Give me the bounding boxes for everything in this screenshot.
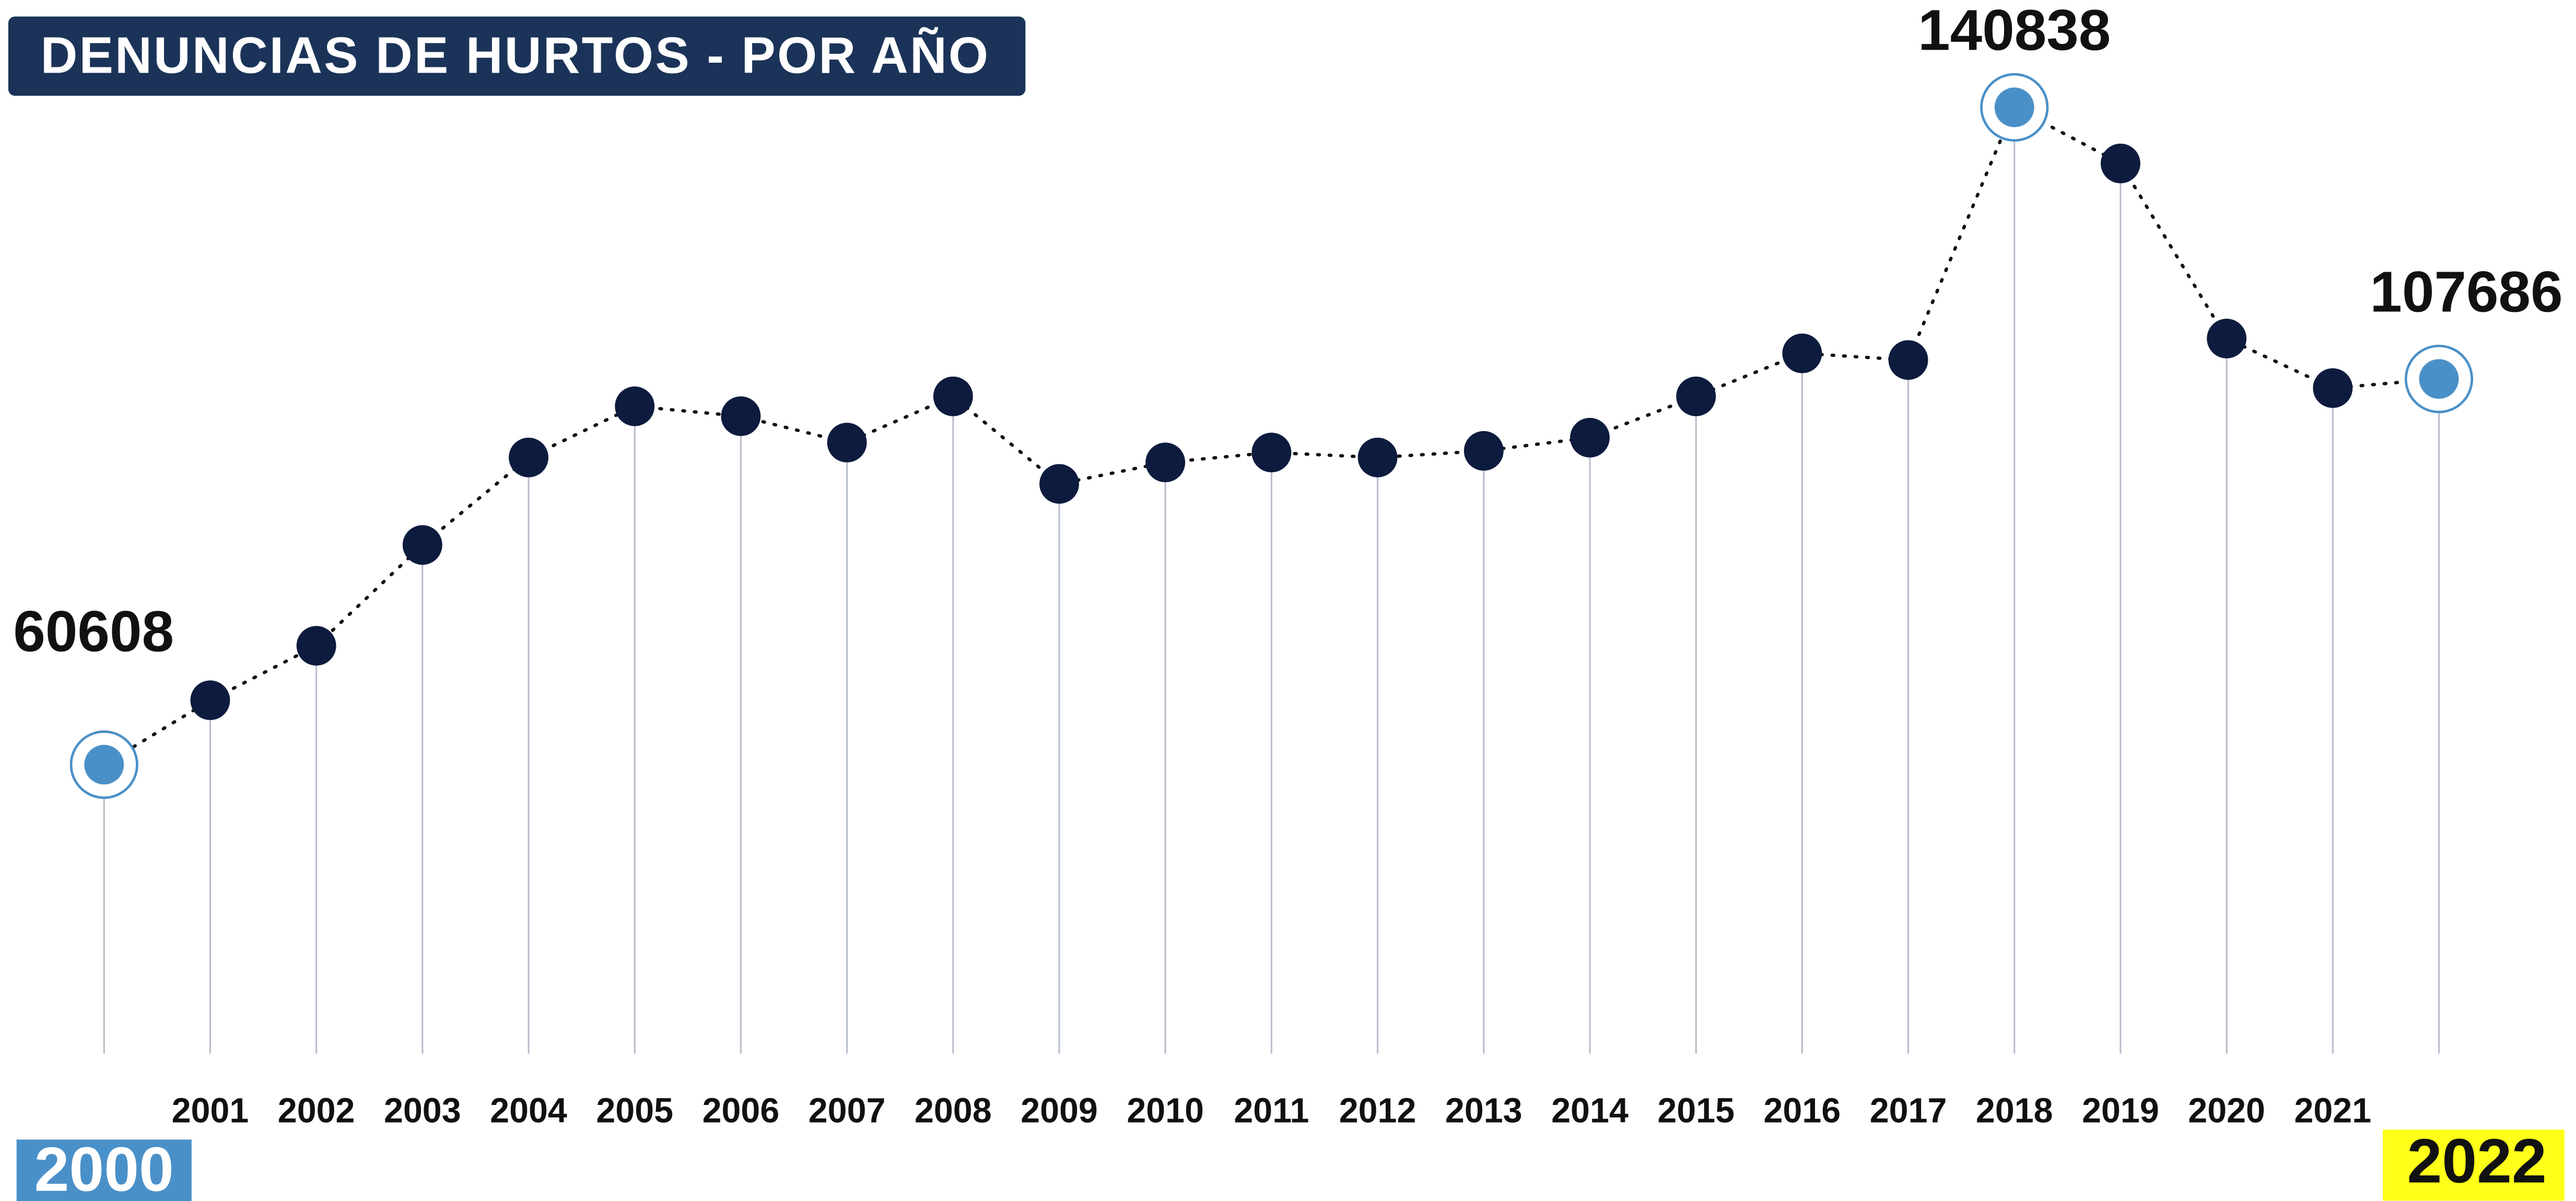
x-tick-label: 2017 [1870,1091,1947,1130]
end-year-box [2383,1129,2565,1201]
point [190,680,230,720]
point [2313,368,2353,408]
value-label: 140838 [1918,0,2111,63]
point [296,626,336,666]
x-tick-label: 2009 [1021,1091,1098,1130]
point [1357,437,1398,477]
start-year-label: 2000 [34,1135,174,1201]
x-tick-label: 2013 [1445,1091,1523,1130]
x-tick-label: 2014 [1551,1091,1629,1130]
point [1676,376,1716,416]
point [1251,433,1292,473]
point [1994,87,2034,127]
x-tick-label: 2021 [2294,1091,2371,1130]
point [2419,359,2459,399]
point [721,396,761,436]
value-label: 60608 [13,599,174,663]
point [1888,340,1928,380]
point [827,423,867,463]
x-tick-label: 2003 [384,1091,461,1130]
point [402,525,442,565]
point [84,744,124,785]
x-tick-label: 2020 [2188,1091,2265,1130]
point [1039,464,1079,504]
point [1463,431,1504,471]
x-tick-label: 2004 [490,1091,567,1130]
x-tick-label: 2005 [596,1091,673,1130]
x-tick-label: 2006 [702,1091,780,1130]
x-tick-label: 2019 [2082,1091,2159,1130]
title-box [8,16,1026,96]
point [615,386,655,426]
end-year-label: 2022 [2407,1126,2547,1196]
x-tick-label: 2007 [809,1091,886,1130]
x-tick-label: 2015 [1657,1091,1735,1130]
point [2207,319,2247,358]
start-year-box [16,1139,192,1201]
x-tick-label: 2001 [172,1091,249,1130]
x-tick-label: 2016 [1764,1091,1841,1130]
point [509,437,548,477]
x-tick-label: 2002 [278,1091,355,1130]
x-tick-label: 2018 [1976,1091,2053,1130]
value-label: 107686 [2370,260,2562,324]
x-tick-label: 2010 [1127,1091,1204,1130]
point [1145,442,1186,483]
point [1782,333,1822,374]
point [2101,143,2140,183]
point [1570,417,1610,458]
point [933,376,973,416]
chart-title: DENUNCIAS DE HURTOS - POR AÑO [41,27,990,84]
x-tick-label: 2011 [1234,1091,1309,1130]
x-tick-label: 2008 [915,1091,992,1130]
x-tick-label: 2012 [1339,1091,1416,1130]
